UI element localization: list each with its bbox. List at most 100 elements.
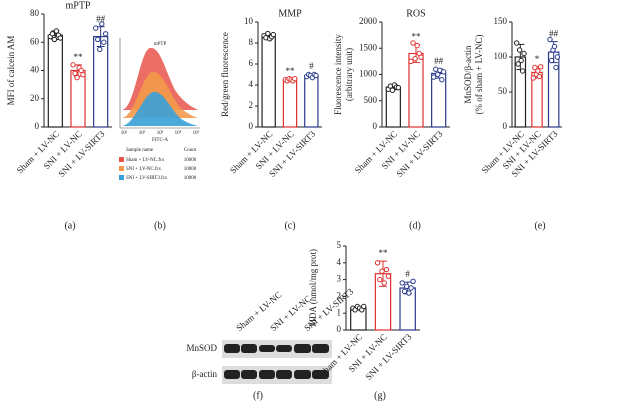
band	[312, 370, 329, 379]
data-point	[70, 62, 76, 68]
data-point	[57, 35, 64, 41]
y-axis-label: (arbitrary unit)	[344, 48, 354, 101]
data-point	[519, 68, 526, 74]
data-point	[521, 50, 527, 57]
data-point	[270, 31, 277, 38]
data-point	[530, 75, 537, 81]
significance: ##	[434, 56, 444, 66]
y-axis-label: (% of sham + LV-NC)	[474, 35, 484, 115]
y-axis-label: Red/green fluorescence	[220, 32, 230, 117]
chart-title: ROS	[406, 8, 425, 19]
y-tick-label: 0	[35, 121, 40, 131]
y-tick-label: 60	[30, 36, 40, 46]
band	[294, 370, 311, 379]
y-tick-label: 10	[244, 16, 254, 26]
data-point	[532, 64, 538, 71]
legend-count: 10000	[184, 176, 197, 181]
y-tick-label: 40	[30, 65, 40, 75]
data-point	[265, 30, 271, 37]
flow-xlabel: FITC-A	[152, 138, 169, 143]
data-point	[537, 64, 544, 70]
significance: **	[74, 52, 84, 62]
panel-label: (b)	[154, 220, 166, 231]
y-axis-label: MDA (nmol/mg prot)	[308, 249, 318, 327]
bar	[261, 36, 276, 128]
bar	[408, 52, 424, 128]
data-point	[101, 39, 107, 45]
chart-title: MMP	[278, 8, 302, 19]
significance: #	[405, 269, 410, 279]
y-axis-label: MnSOD/β-actin	[463, 45, 473, 104]
panel-label: (e)	[534, 220, 545, 231]
band	[259, 370, 275, 379]
bar	[47, 34, 63, 128]
y-tick-label: 1500	[359, 42, 378, 52]
data-point	[547, 36, 553, 43]
legend-row: SNI + LV-SIRT3.fcs	[126, 176, 167, 181]
data-point	[440, 69, 447, 75]
panel-label: (d)	[409, 220, 421, 231]
y-tick-label: 100	[494, 51, 508, 61]
panel-label: (c)	[284, 220, 295, 231]
y-tick-label: 0	[373, 121, 378, 131]
data-point	[435, 71, 441, 78]
data-point	[92, 25, 99, 31]
data-point	[74, 74, 80, 81]
flow-tick-label: 10³	[157, 130, 164, 136]
significance: ##	[96, 14, 106, 24]
data-point	[414, 42, 420, 49]
data-point	[535, 68, 541, 74]
legend-count: 10000	[184, 167, 197, 172]
data-point	[361, 303, 367, 310]
data-point	[418, 54, 424, 60]
panel-label: (f)	[253, 390, 263, 401]
y-tick-label: 6	[249, 58, 254, 68]
bar	[547, 51, 560, 128]
y-tick-label: 50	[498, 86, 508, 96]
flow-tick-label: 10²	[139, 130, 146, 136]
y-tick-label: 2	[249, 100, 254, 110]
data-point	[410, 278, 416, 284]
y-tick-label: 3	[337, 274, 342, 284]
data-point	[401, 288, 408, 295]
legend-row: Sham + LV-NC.fcs	[126, 158, 164, 163]
data-point	[97, 46, 103, 53]
band	[224, 370, 240, 379]
panel-label: (a)	[64, 220, 75, 231]
blot-panel: Sham + LV-NC SNI + LV-NC SNI + LV-SIRT3 …	[186, 286, 355, 401]
data-point	[78, 67, 84, 74]
bar	[282, 79, 298, 128]
data-point	[403, 283, 410, 290]
y-tick-label: 20	[30, 93, 40, 103]
significance: *	[535, 54, 540, 64]
histogram-sirt3	[122, 91, 198, 126]
data-point	[99, 21, 105, 27]
significance: #	[309, 61, 314, 71]
chart-title: mPTP	[65, 0, 90, 11]
band	[224, 344, 240, 353]
y-tick-label: 0	[337, 324, 342, 334]
legend-count: 10000	[184, 158, 197, 163]
legend-header: Count	[184, 148, 197, 153]
band	[241, 344, 257, 353]
data-point	[408, 285, 414, 291]
data-point	[515, 61, 521, 67]
panel-label: (g)	[374, 390, 386, 401]
band	[259, 345, 275, 352]
data-point	[72, 70, 78, 77]
y-tick-label: 80	[30, 8, 40, 18]
legend-swatch	[119, 157, 124, 162]
data-point	[51, 36, 58, 43]
flow-title: mPTP	[154, 42, 167, 47]
significance: ##	[549, 29, 559, 39]
flow-tick-label: 10⁵	[193, 130, 200, 136]
data-point	[399, 280, 405, 286]
significance: **	[412, 32, 422, 42]
data-point	[410, 40, 416, 46]
data-point	[383, 266, 390, 273]
data-point	[389, 87, 396, 93]
y-tick-label: 150	[494, 16, 508, 26]
band	[294, 344, 311, 353]
legend-header: Sample name	[126, 148, 154, 153]
flow-tick-label: 10⁴	[175, 130, 182, 136]
